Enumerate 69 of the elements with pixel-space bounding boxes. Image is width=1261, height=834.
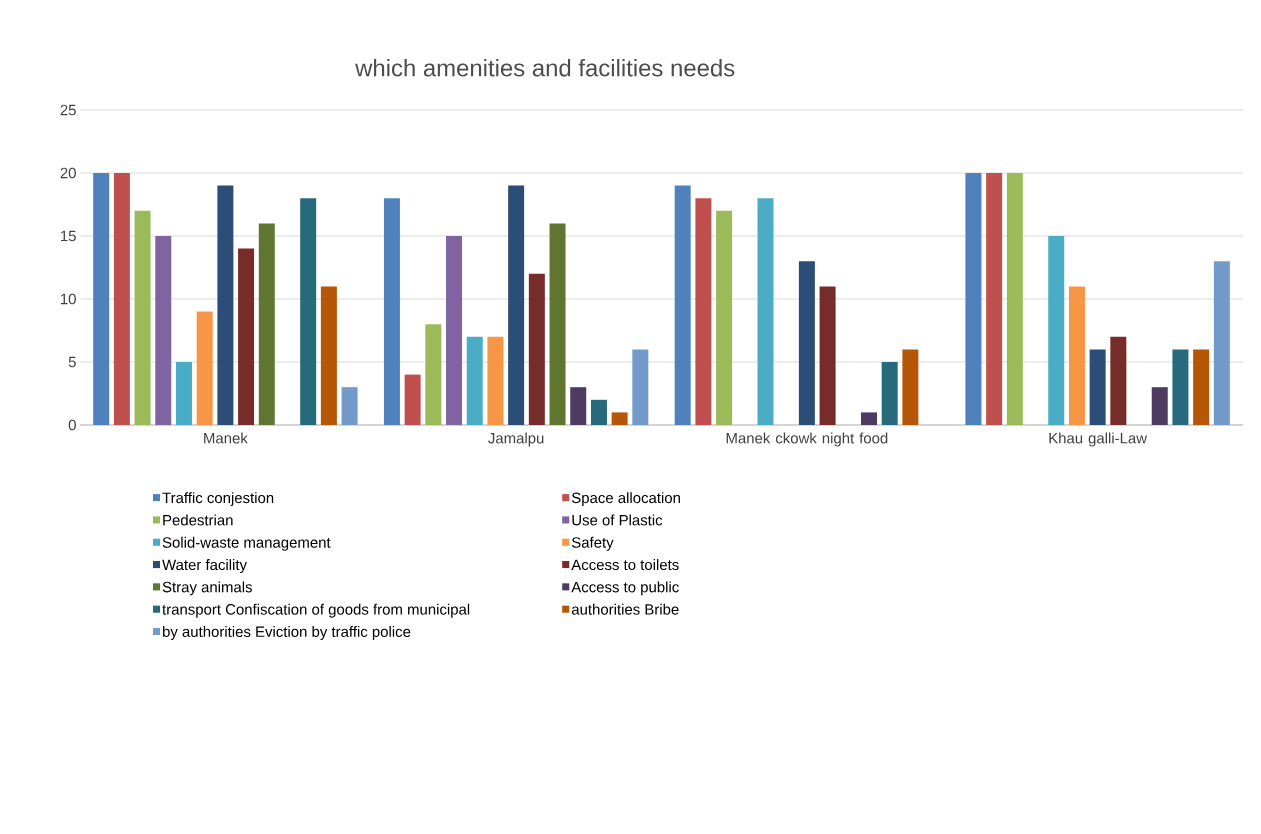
legend-label: Traffic conjestion: [162, 492, 274, 507]
bar: [383, 198, 400, 425]
bar: [300, 198, 317, 425]
x-tick-label: Manek: [204, 432, 248, 444]
bar: [425, 324, 442, 425]
y-tick-label: 25: [60, 104, 76, 116]
bar: [134, 210, 151, 425]
bar: [881, 362, 898, 425]
legend-label: Access to toilets: [571, 559, 679, 571]
bar: [674, 185, 691, 425]
bar: [986, 172, 1003, 425]
bar: [466, 336, 483, 425]
bar: [238, 248, 255, 425]
bar: [1193, 349, 1210, 425]
x-tick-label: Manek ckowk night food: [726, 432, 888, 447]
legend-label: Pedestrian: [163, 514, 233, 526]
bar: [632, 349, 649, 425]
bar: [113, 172, 130, 425]
bar: [1151, 387, 1168, 425]
bar: [757, 198, 774, 425]
bar: [819, 286, 836, 425]
bar: [1213, 261, 1230, 425]
y-tick-label: 5: [68, 356, 76, 368]
bar: [258, 223, 275, 425]
bar: [320, 286, 337, 425]
chart-title: which amenities and facilities needs: [355, 58, 735, 77]
bar: [611, 412, 628, 425]
legend-label: Safety: [571, 536, 614, 551]
bar: [508, 185, 525, 425]
legend-label: Access to public: [571, 581, 679, 596]
bar: [155, 236, 172, 425]
bar: [1068, 286, 1085, 425]
legend-label: by authorities Eviction by traffic police: [163, 626, 411, 640]
bar: [590, 399, 607, 425]
bar: [341, 387, 358, 425]
bar: [528, 273, 545, 425]
bar: [404, 374, 421, 425]
legend-label: Space allocation: [571, 492, 680, 507]
y-tick-label: 0: [68, 419, 76, 431]
bar: [196, 311, 213, 425]
bar: [1006, 172, 1023, 425]
legend-label: Stray animals: [162, 581, 252, 596]
bar: [902, 349, 919, 425]
bar: [1172, 349, 1189, 425]
legend-label: Solid-waste management: [162, 536, 331, 551]
bar: [570, 387, 587, 425]
y-tick-label: 10: [61, 293, 76, 305]
legend-label: Water facility: [162, 559, 247, 574]
bar: [798, 261, 815, 425]
legend-label: authorities Bribe: [571, 603, 679, 615]
bar: [965, 172, 982, 425]
legend-label: Use of Plastic: [572, 514, 663, 526]
bar: [716, 210, 733, 425]
bar: [1110, 336, 1127, 425]
bar: [549, 223, 566, 425]
bar: [860, 412, 877, 425]
x-tick-label: Khau galli-Law: [1049, 432, 1148, 447]
bar: [1089, 349, 1106, 425]
legend-label: transport Confiscation of goods from municipal: [162, 603, 470, 618]
x-tick-label: Jamalpu: [488, 432, 544, 447]
bar: [93, 172, 110, 425]
bar: [446, 236, 463, 425]
y-tick-label: 20: [60, 167, 76, 179]
bar: [217, 185, 234, 425]
bar: [175, 362, 192, 425]
bar: [695, 198, 712, 425]
y-tick-label: 15: [61, 230, 76, 242]
bar: [1048, 236, 1065, 425]
bar: [487, 336, 504, 425]
